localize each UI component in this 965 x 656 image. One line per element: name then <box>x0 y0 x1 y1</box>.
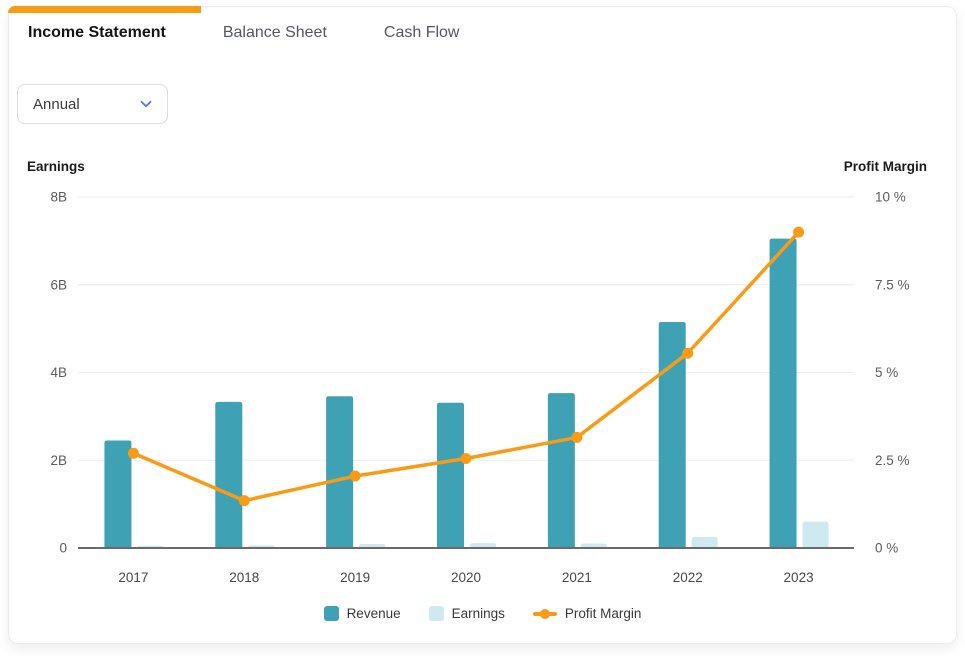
profit-margin-point-2020[interactable] <box>460 452 472 464</box>
profit-margin-point-2017[interactable] <box>127 447 139 459</box>
chart-legend: Revenue Earnings Profit Margin <box>8 606 957 621</box>
bar-earnings-2023[interactable] <box>802 521 829 548</box>
x-axis-label: 2023 <box>784 570 814 585</box>
x-axis-label: 2021 <box>562 570 592 585</box>
profit-margin-point-2023[interactable] <box>793 226 805 238</box>
right-axis-tick: 5 % <box>875 365 898 380</box>
bar-revenue-2023[interactable] <box>769 238 797 548</box>
profit-margin-point-2018[interactable] <box>238 495 250 507</box>
legend-item-profit-margin[interactable]: Profit Margin <box>532 606 642 621</box>
profit-margin-point-2021[interactable] <box>571 431 583 443</box>
bar-revenue-2018[interactable] <box>215 401 243 548</box>
profit-margin-point-2022[interactable] <box>682 347 694 359</box>
period-select[interactable]: Annual <box>17 84 168 124</box>
period-select-value: Annual <box>33 95 80 113</box>
bar-revenue-2021[interactable] <box>547 393 575 548</box>
profit-margin-line-icon <box>532 608 557 620</box>
x-axis-label: 2017 <box>118 570 148 585</box>
bar-revenue-2020[interactable] <box>437 402 464 548</box>
left-axis-tick: 4B <box>50 365 67 380</box>
right-axis-tick: 10 % <box>875 190 906 205</box>
tab-balance-sheet[interactable]: Balance Sheet <box>222 24 327 41</box>
legend-item-earnings[interactable]: Earnings <box>428 606 505 621</box>
left-axis-title: Earnings <box>27 159 85 174</box>
bar-revenue-2019[interactable] <box>326 396 354 548</box>
right-axis-tick: 0 % <box>875 541 898 556</box>
tab-income-statement[interactable]: Income Statement <box>28 24 166 41</box>
left-axis-tick: 0 <box>59 541 67 556</box>
profit-margin-point-2019[interactable] <box>349 470 361 482</box>
tab-cash-flow[interactable]: Cash Flow <box>383 24 460 41</box>
legend-item-revenue[interactable]: Revenue <box>323 606 401 621</box>
legend-label: Revenue <box>346 606 401 621</box>
legend-label: Profit Margin <box>564 606 642 621</box>
x-axis-label: 2022 <box>673 570 703 585</box>
earnings-swatch-icon <box>428 606 444 621</box>
x-axis-label: 2019 <box>340 570 370 585</box>
x-axis-label: 2018 <box>229 570 259 585</box>
left-axis-tick: 8B <box>50 190 67 205</box>
right-axis-tick: 7.5 % <box>875 277 910 292</box>
right-axis-title: Profit Margin <box>843 159 927 174</box>
chevron-down-icon <box>140 100 152 108</box>
bar-earnings-2022[interactable] <box>691 537 718 548</box>
bar-earnings-2021[interactable] <box>580 543 607 548</box>
bar-revenue-2022[interactable] <box>658 322 686 548</box>
tabs-row: Income Statement Balance Sheet Cash Flow <box>28 24 459 42</box>
left-axis-tick: 6B <box>50 277 67 292</box>
x-axis-label: 2020 <box>451 570 481 585</box>
revenue-swatch-icon <box>323 606 339 621</box>
active-tab-indicator <box>8 6 201 13</box>
bar-revenue-2017[interactable] <box>104 440 132 548</box>
right-axis-tick: 2.5 % <box>875 453 910 468</box>
bar-earnings-2020[interactable] <box>470 543 496 548</box>
legend-label: Earnings <box>451 606 505 621</box>
left-axis-tick: 2B <box>50 453 67 468</box>
